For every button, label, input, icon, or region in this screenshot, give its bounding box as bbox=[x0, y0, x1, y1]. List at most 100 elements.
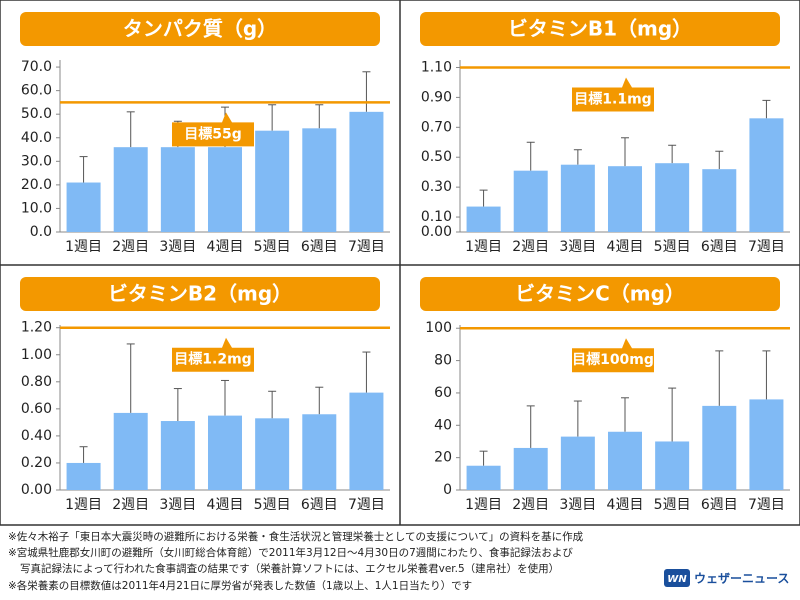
x-tick-label: 2週目 bbox=[512, 239, 549, 255]
y-tick-label: 0.40 bbox=[21, 428, 52, 444]
y-tick-label: 60 bbox=[434, 385, 452, 401]
title-banner bbox=[420, 12, 780, 46]
x-tick-label: 7週目 bbox=[348, 239, 385, 255]
bar bbox=[302, 128, 337, 232]
y-tick-label: 40.0 bbox=[21, 130, 52, 146]
x-tick-label: 2週目 bbox=[512, 497, 549, 513]
x-tick-label: 5週目 bbox=[254, 239, 291, 255]
chart-title: ビタミンC（mg） bbox=[515, 282, 685, 306]
x-tick-label: 4週目 bbox=[207, 497, 244, 513]
x-tick-label: 6週目 bbox=[301, 239, 338, 255]
x-tick-label: 2週目 bbox=[112, 239, 149, 255]
x-tick-label: 5週目 bbox=[254, 497, 291, 513]
y-tick-label: 1.10 bbox=[421, 59, 452, 75]
y-tick-label: 70.0 bbox=[21, 59, 52, 75]
y-tick-label: 50.0 bbox=[21, 106, 52, 122]
bar bbox=[513, 170, 548, 232]
y-tick-label: 1.20 bbox=[21, 320, 52, 336]
x-tick-label: 4週目 bbox=[607, 497, 644, 513]
x-tick-label: 3週目 bbox=[159, 497, 196, 513]
note: ※佐々木裕子「東日本大震災時の避難所における栄養・食生活状況と管理栄養士としての… bbox=[8, 530, 584, 543]
bar bbox=[749, 118, 784, 232]
y-tick-label: 0.80 bbox=[21, 374, 52, 390]
bar bbox=[66, 462, 101, 490]
y-tick-label: 100 bbox=[425, 320, 452, 336]
y-tick-label: 0.30 bbox=[421, 179, 452, 195]
x-tick-label: 5週目 bbox=[654, 239, 691, 255]
x-tick-label: 4週目 bbox=[207, 239, 244, 255]
y-tick-label: 1.00 bbox=[21, 347, 52, 363]
note: ※宮城県牡鹿郡女川町の避難所（女川町総合体育館）で2011年3月12日～4月30… bbox=[8, 546, 573, 559]
x-tick-label: 1週目 bbox=[465, 497, 502, 513]
title-banner bbox=[20, 277, 380, 311]
bar bbox=[608, 166, 642, 232]
target-label: 目標1.1mg bbox=[574, 90, 651, 107]
bar bbox=[66, 182, 101, 232]
x-tick-label: 6週目 bbox=[701, 239, 738, 255]
target-callout bbox=[572, 338, 654, 373]
bar bbox=[466, 206, 501, 232]
bar bbox=[255, 418, 290, 490]
y-tick-label: 0.60 bbox=[21, 401, 52, 417]
x-tick-label: 7週目 bbox=[748, 239, 785, 255]
x-tick-label: 4週目 bbox=[607, 239, 644, 255]
y-tick-label: 0.00 bbox=[21, 482, 52, 498]
bar bbox=[160, 147, 195, 232]
x-tick-label: 6週目 bbox=[301, 497, 338, 513]
x-tick-label: 6週目 bbox=[701, 497, 738, 513]
bar bbox=[560, 436, 595, 490]
y-tick-label: 10.0 bbox=[21, 200, 52, 216]
bar bbox=[702, 405, 737, 490]
bar bbox=[655, 163, 690, 232]
y-tick-label: 0.10 bbox=[421, 209, 452, 225]
bar bbox=[113, 412, 148, 490]
bar bbox=[513, 447, 548, 490]
bar bbox=[208, 415, 242, 490]
note: ※各栄養素の目標数値は2011年4月21日に厚労省が発表した数値（1歳以上、1人… bbox=[8, 579, 472, 592]
y-tick-label: 60.0 bbox=[21, 83, 52, 99]
bar bbox=[302, 414, 337, 490]
chart-title: ビタミンB2（mg） bbox=[108, 282, 292, 306]
y-tick-label: 0.90 bbox=[421, 89, 452, 105]
bar bbox=[349, 392, 384, 490]
y-tick-label: 80 bbox=[434, 353, 452, 369]
x-tick-label: 1週目 bbox=[465, 239, 502, 255]
x-tick-label: 5週目 bbox=[654, 497, 691, 513]
y-tick-label: 0.0 bbox=[30, 224, 52, 240]
brand-name: ウェザーニュース bbox=[694, 572, 789, 586]
bar bbox=[466, 465, 501, 490]
brand-logo bbox=[664, 569, 690, 587]
x-tick-label: 7週目 bbox=[348, 497, 385, 513]
bar bbox=[702, 169, 737, 232]
target-label: 目標100mg bbox=[572, 351, 654, 368]
target-label: 目標55g bbox=[184, 125, 242, 142]
bar bbox=[608, 431, 642, 490]
bar bbox=[749, 399, 784, 490]
bar bbox=[349, 111, 384, 232]
bar bbox=[113, 147, 148, 232]
y-tick-label: 40 bbox=[434, 417, 452, 433]
y-tick-label: 0.20 bbox=[21, 455, 52, 471]
x-tick-label: 3週目 bbox=[159, 239, 196, 255]
chart-title: ビタミンB1（mg） bbox=[508, 17, 692, 41]
y-tick-label: 0 bbox=[443, 482, 452, 498]
x-tick-label: 1週目 bbox=[65, 239, 102, 255]
x-tick-label: 3週目 bbox=[559, 497, 596, 513]
chart-title: タンパク質（g） bbox=[123, 17, 277, 41]
title-banner bbox=[20, 12, 380, 46]
bar bbox=[255, 130, 290, 232]
y-tick-label: 0.50 bbox=[421, 149, 452, 165]
bar bbox=[655, 441, 690, 490]
target-callout bbox=[172, 337, 254, 372]
note: 写真記録法によって行われた食事調査の結果です（栄養計算ソフトには、エクセル栄養君… bbox=[20, 562, 559, 575]
bar bbox=[560, 164, 595, 232]
target-callout bbox=[172, 112, 254, 147]
bar bbox=[208, 147, 242, 232]
y-tick-label: 20.0 bbox=[21, 177, 52, 193]
x-tick-label: 1週目 bbox=[65, 497, 102, 513]
x-tick-label: 3週目 bbox=[559, 239, 596, 255]
y-tick-label: 30.0 bbox=[21, 153, 52, 169]
x-tick-label: 7週目 bbox=[748, 497, 785, 513]
title-banner bbox=[420, 277, 780, 311]
